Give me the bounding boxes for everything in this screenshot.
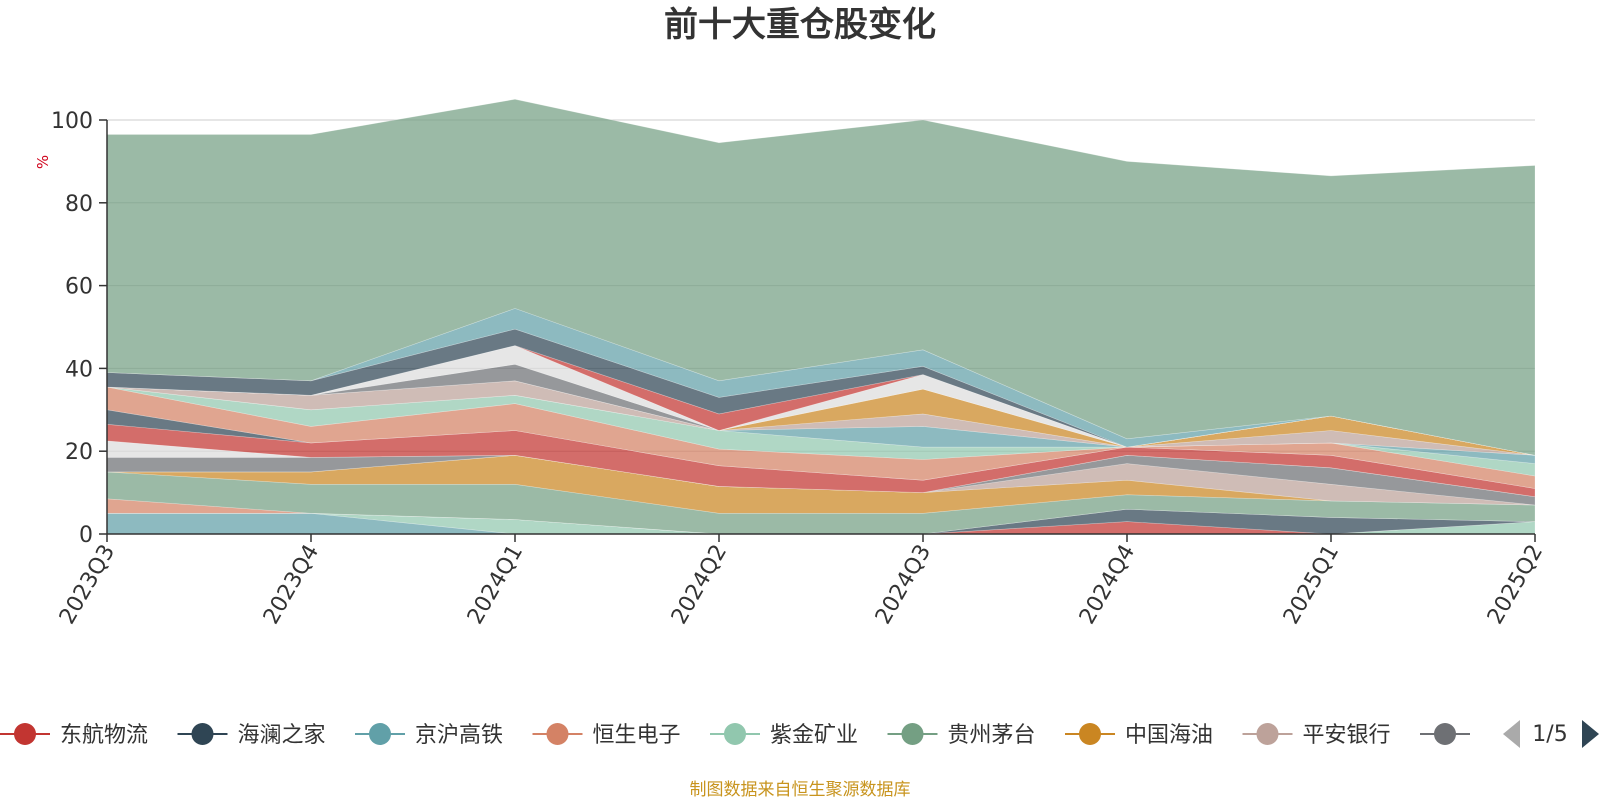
legend-label: 东航物流: [60, 723, 148, 748]
legend-marker: [14, 723, 36, 745]
legend-label: 平安银行: [1303, 723, 1391, 748]
legend-marker: [724, 723, 746, 745]
chart-title: 前十大重仓股变化: [664, 5, 936, 45]
legend-marker: [546, 723, 569, 745]
y-tick-label: 0: [79, 523, 93, 548]
x-tick-label: 2025Q1: [1279, 541, 1344, 629]
y-tick-label: 40: [65, 357, 93, 382]
legend-item-8[interactable]: 平安银行: [1242, 723, 1391, 748]
y-axis-label: %: [34, 155, 52, 169]
x-tick-label: 2024Q2: [667, 541, 732, 629]
legend-marker: [901, 723, 924, 745]
legend-next-icon[interactable]: [1582, 720, 1599, 748]
y-tick-label: 80: [65, 192, 93, 217]
legend-marker: [1079, 723, 1101, 745]
legend-item-2[interactable]: 海澜之家: [177, 723, 326, 748]
x-tick-label: 2025Q2: [1483, 541, 1548, 629]
legend-pager[interactable]: 1/5: [1503, 720, 1599, 748]
x-tick-label: 2023Q4: [259, 541, 324, 629]
legend-item-6[interactable]: 贵州茅台: [887, 723, 1036, 748]
legend-label: 紫金矿业: [770, 723, 858, 748]
legend-item-7[interactable]: 中国海油: [1065, 723, 1213, 748]
legend-label: 贵州茅台: [948, 723, 1036, 748]
legend-marker: [191, 723, 214, 745]
y-tick-labels: 0 20 40 60 80 100: [51, 109, 93, 548]
x-tick-labels: 2023Q3 2023Q4 2024Q1 2024Q2 2024Q3 2024Q4 2025…: [55, 541, 1548, 629]
legend-page-indicator: 1/5: [1532, 722, 1567, 747]
legend-label: 中国海油: [1125, 723, 1213, 748]
legend-item-9[interactable]: [1420, 723, 1470, 745]
legend-marker: [369, 723, 391, 745]
x-tick-label: 2023Q3: [55, 541, 120, 629]
source-note: 制图数据来自恒生聚源数据库: [690, 780, 911, 800]
y-tick-label: 100: [51, 109, 93, 134]
area-series: [106, 98, 1536, 535]
y-tick-label: 60: [65, 275, 93, 300]
legend-item-1[interactable]: 东航物流: [0, 723, 148, 748]
axes: [99, 119, 1536, 542]
legend-item-5[interactable]: 紫金矿业: [710, 723, 858, 748]
legend-marker: [1434, 723, 1456, 745]
area-band-6: [106, 471, 1536, 535]
legend-marker: [1256, 723, 1279, 745]
x-tick-label: 2024Q1: [463, 541, 528, 629]
legend-item-3[interactable]: 京沪高铁: [355, 723, 503, 748]
legend-prev-icon[interactable]: [1503, 720, 1520, 748]
legend-label: 京沪高铁: [415, 723, 503, 748]
y-tick-label: 20: [65, 440, 93, 465]
legend-item-4[interactable]: 恒生电子: [532, 723, 681, 748]
x-tick-label: 2024Q3: [871, 541, 936, 629]
x-tick-label: 2024Q4: [1075, 541, 1140, 629]
legend-label: 海澜之家: [238, 723, 326, 748]
legend[interactable]: 东航物流 海澜之家 京沪高铁 恒生电子 紫金矿业 贵州茅台 中国海油 平安银行: [0, 723, 1470, 748]
legend-label: 恒生电子: [593, 723, 681, 748]
area-band-23: [106, 98, 1536, 456]
